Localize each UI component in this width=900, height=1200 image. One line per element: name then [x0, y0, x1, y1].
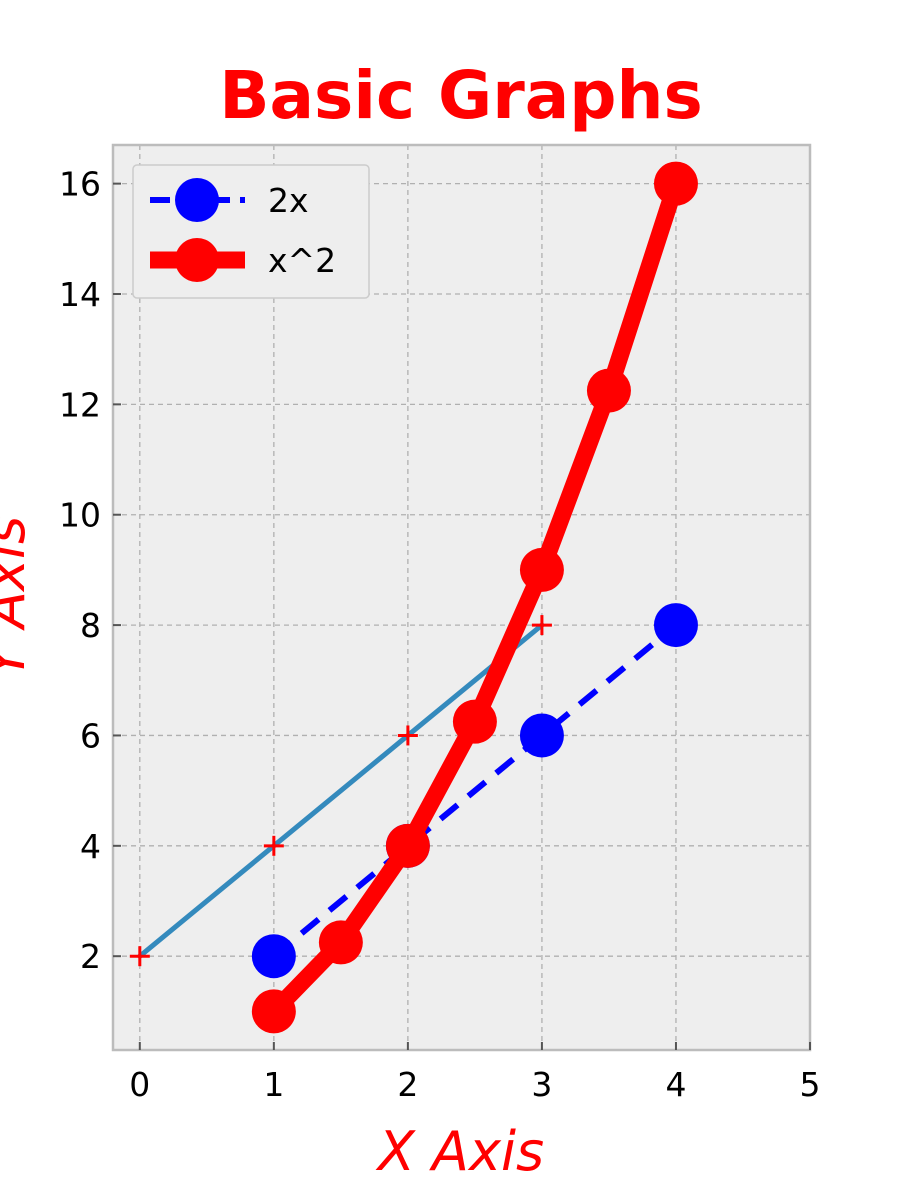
- legend-entries: 2x x^2: [150, 178, 336, 282]
- data-point: [653, 161, 698, 206]
- data-point: [129, 946, 150, 967]
- data-point: [251, 989, 296, 1034]
- plot-frame: [111, 143, 812, 1052]
- x-tick-label: 0: [129, 1065, 150, 1104]
- data-point: [251, 934, 296, 979]
- x-axis-label: X Axis: [375, 1120, 544, 1183]
- data-point: [318, 920, 363, 965]
- x-tick-label: 3: [531, 1065, 552, 1104]
- y-tick-label: 12: [59, 385, 101, 424]
- legend-label: 2x: [268, 181, 309, 220]
- legend-label: x^2: [268, 241, 336, 280]
- data-point: [397, 725, 418, 746]
- legend-marker-x^2: [175, 238, 219, 282]
- data-point: [586, 368, 631, 413]
- data-point: [653, 603, 698, 648]
- y-tick-label: 4: [80, 827, 101, 866]
- data-point: [519, 547, 564, 592]
- y-tick-label: 6: [80, 716, 101, 755]
- y-tick-label: 10: [59, 496, 101, 535]
- legend: 2x x^2: [132, 164, 370, 299]
- data-point: [385, 823, 430, 868]
- series-line-unlabeled: [137, 622, 545, 959]
- y-tick-label: 16: [59, 165, 101, 204]
- y-axis-label: Y Axis: [0, 516, 37, 678]
- data-point: [519, 713, 564, 758]
- data-point: [531, 615, 552, 636]
- series-layer: [129, 161, 698, 1034]
- legend-marker-2x: [175, 178, 219, 222]
- x-tick-label: 5: [800, 1065, 821, 1104]
- data-point: [263, 835, 284, 856]
- x-tick-label: 2: [397, 1065, 418, 1104]
- y-tick-label: 2: [80, 937, 101, 976]
- data-point: [452, 699, 497, 744]
- y-tick-label: 8: [80, 606, 101, 645]
- x-tick-label: 1: [263, 1065, 284, 1104]
- series-line-2x: [271, 622, 678, 959]
- y-tick-label: 14: [59, 275, 101, 314]
- chart-title: Basic Graphs: [219, 57, 703, 134]
- x-tick-label: 4: [665, 1065, 686, 1104]
